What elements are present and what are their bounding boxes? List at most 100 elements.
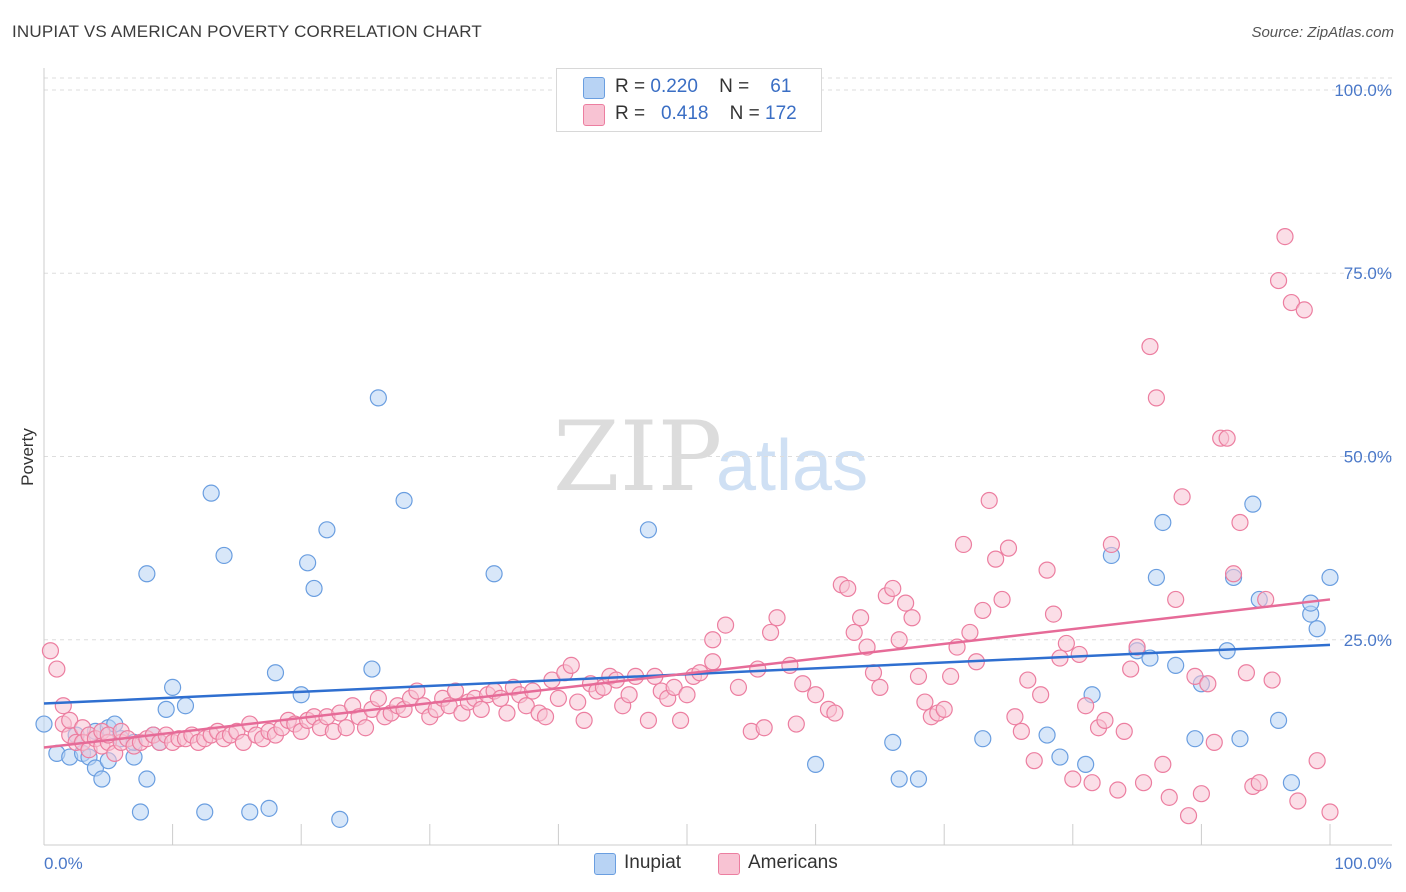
inupiat-point (1244, 495, 1262, 513)
watermark-atlas: atlas (716, 426, 868, 506)
americans-point (517, 697, 535, 715)
inupiat-point (93, 770, 111, 788)
inupiat-point (1269, 711, 1288, 729)
inupiat-point (806, 755, 825, 773)
americans-point (1263, 671, 1281, 689)
americans-point (909, 667, 928, 686)
americans-point (974, 601, 992, 620)
americans-point (1115, 722, 1133, 740)
americans-point (1141, 337, 1159, 356)
americans-point (1102, 535, 1120, 554)
americans-point (1154, 755, 1172, 773)
americans-point (1179, 807, 1198, 825)
americans-point (1282, 293, 1301, 312)
americans-point (704, 653, 722, 671)
americans-point (234, 733, 252, 751)
inupiat-point (331, 810, 349, 828)
americans-point (549, 689, 568, 707)
inupiat-point (974, 730, 992, 748)
legend-r-value-inupiat: 0.220 (650, 76, 698, 97)
americans-point (704, 631, 722, 649)
americans-point (356, 719, 375, 737)
inupiat-point (215, 546, 233, 565)
americans-point (1205, 733, 1223, 751)
inupiat-point (305, 579, 323, 598)
inupiat-point (202, 484, 220, 502)
americans-point (569, 693, 587, 711)
americans-point (806, 686, 825, 704)
legend-swatch-inupiat (583, 77, 605, 99)
inupiat-point (639, 521, 658, 539)
americans-point (987, 550, 1005, 568)
americans-point (491, 689, 510, 707)
inupiat-point (1077, 755, 1095, 773)
inupiat-point (1167, 656, 1185, 675)
bottom-legend-swatch-inupiat (594, 853, 616, 875)
americans-point (1019, 671, 1037, 689)
bottom-legend-label-inupiat: Inupiat (624, 852, 682, 873)
americans-point (1192, 785, 1211, 803)
bottom-legend-swatch-americans (718, 853, 740, 875)
inupiat-point (176, 697, 195, 715)
americans-point (1109, 781, 1127, 799)
americans-point (1173, 488, 1191, 506)
americans-point (1083, 774, 1101, 792)
americans-point (1070, 645, 1088, 664)
americans-point (890, 631, 908, 649)
legend-r-value-americans: 0.418 (660, 103, 709, 124)
americans-point (575, 711, 593, 729)
americans-point (729, 678, 748, 697)
legend-r-label: R = (615, 76, 646, 97)
inupiat-point (363, 660, 381, 678)
americans-point (665, 678, 683, 697)
inupiat-point (241, 803, 259, 821)
inupiat-point (1051, 748, 1069, 766)
inupiat-point (1282, 774, 1301, 792)
chart-title: INUPIAT VS AMERICAN POVERTY CORRELATION … (12, 22, 482, 41)
americans-point (761, 623, 780, 642)
inupiat-point (164, 678, 182, 697)
americans-point (1269, 271, 1288, 290)
americans-point (1199, 675, 1217, 693)
data-points (35, 227, 1339, 828)
americans-point (1064, 770, 1082, 788)
legend-n-value-inupiat: 61 (770, 76, 792, 97)
americans-point (1134, 774, 1153, 792)
inupiat-point (1231, 730, 1249, 748)
americans-point (884, 579, 902, 598)
chart-source: Source: ZipAtlas.com (1251, 24, 1394, 41)
inupiat-point (1308, 620, 1326, 638)
americans-point (871, 678, 889, 697)
legend-r-label: R = (615, 103, 646, 124)
americans-point (1224, 565, 1243, 583)
legend-n-label: N = (719, 76, 750, 97)
inupiat-point (369, 389, 387, 407)
americans-point (498, 704, 516, 722)
americans-point (897, 594, 915, 612)
americans-point (852, 609, 870, 627)
legend: R = 0.220 N = 61 R = 0.418 N = 172 (556, 68, 822, 132)
americans-point (1231, 513, 1249, 532)
americans-point (61, 711, 79, 729)
americans-point (826, 704, 844, 722)
americans-point (954, 535, 973, 554)
americans-point (1077, 697, 1095, 715)
americans-point (472, 700, 490, 718)
americans-point (839, 579, 857, 598)
inupiat-point (292, 686, 310, 704)
americans-point (1218, 429, 1236, 447)
y-tick-label-25: 25.0% (1344, 631, 1392, 650)
americans-point (678, 686, 696, 704)
americans-trend-line (43, 598, 1331, 749)
y-tick-labels: 100.0% 75.0% 50.0% 25.0% (1334, 81, 1392, 650)
legend-n-label: N = (729, 103, 760, 124)
y-axis-label: Poverty (18, 428, 37, 486)
americans-point (1276, 227, 1294, 246)
y-tick-label-100: 100.0% (1334, 81, 1392, 100)
inupiat-point (884, 733, 902, 751)
trend-lines (43, 598, 1331, 749)
americans-point (1160, 788, 1178, 806)
americans-point (916, 693, 934, 711)
inupiat-point (890, 770, 908, 788)
